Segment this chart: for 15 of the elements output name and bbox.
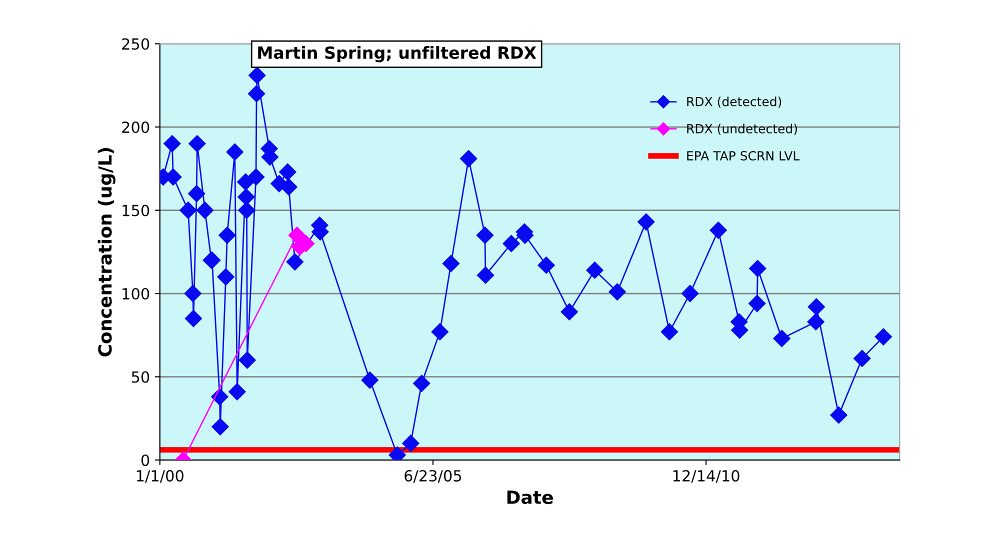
y-tick-label: 50 xyxy=(132,371,150,383)
x-tick-label: 6/23/05 xyxy=(404,470,462,483)
legend-label: RDX (undetected) xyxy=(687,124,797,135)
y-tick-label: 200 xyxy=(122,121,150,134)
y-tick-label: 0 xyxy=(141,454,150,466)
y-axis-title: Concentration (ug/L) xyxy=(98,148,116,356)
legend-label: EPA TAP SCRN LVL xyxy=(687,151,800,161)
y-tick-label: 100 xyxy=(122,288,150,300)
x-tick-label: 1/1/00 xyxy=(136,470,184,483)
chart-title: Martin Spring; unfiltered RDX xyxy=(258,46,536,62)
y-tick-label: 250 xyxy=(122,38,150,50)
x-axis-title: Date xyxy=(507,490,553,504)
x-tick-label: 12/14/10 xyxy=(673,470,740,483)
y-tick-label: 150 xyxy=(122,204,150,216)
legend-label: RDX (detected) xyxy=(687,96,782,108)
